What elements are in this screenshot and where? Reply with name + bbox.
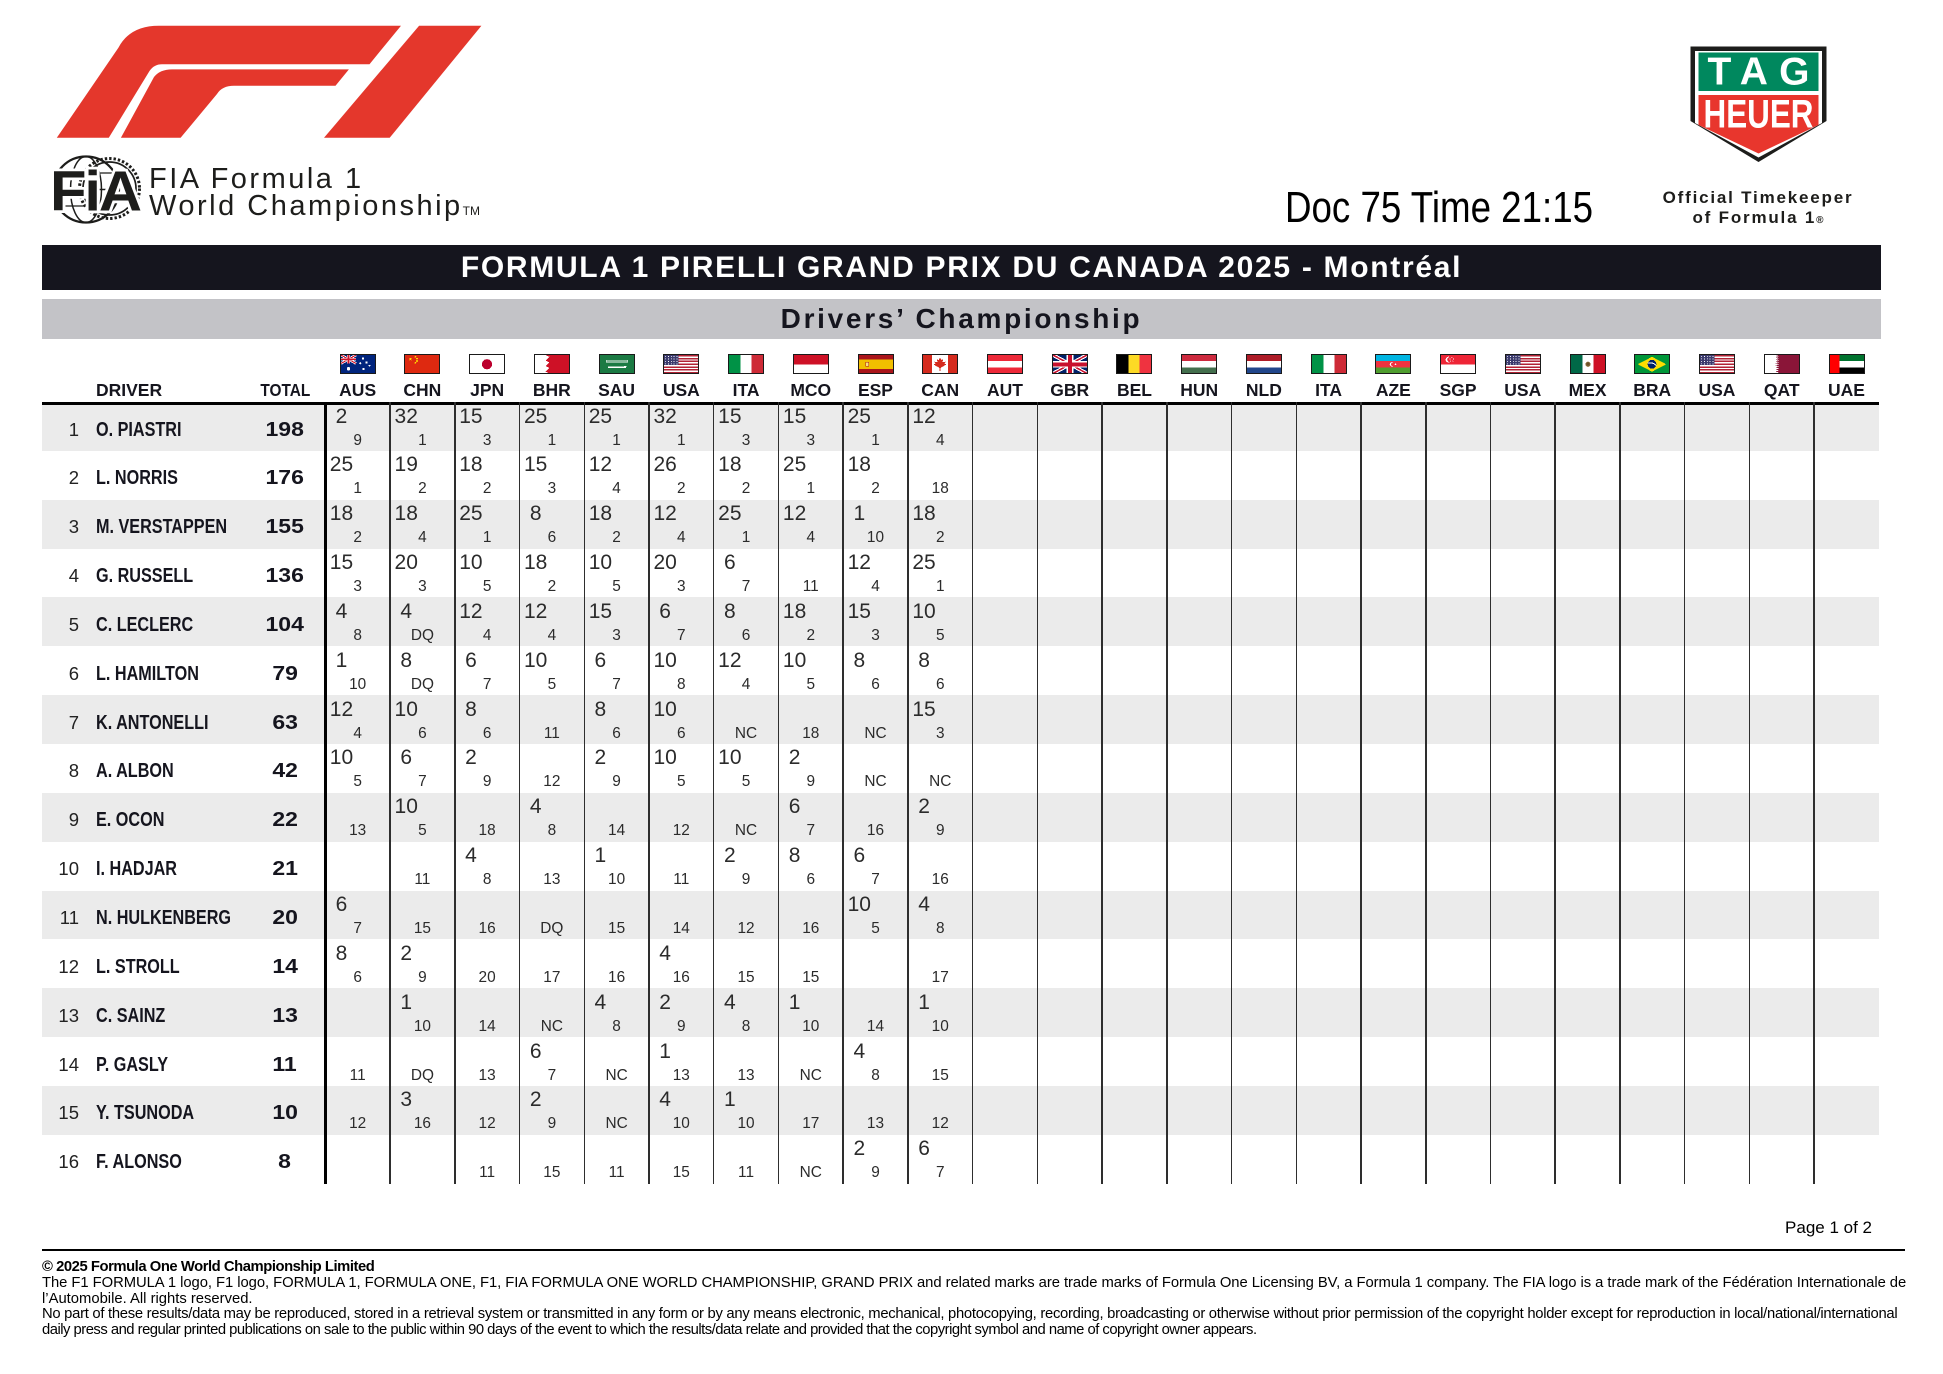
svg-text:HEUER: HEUER — [1704, 93, 1814, 137]
svg-text:FiA: FiA — [50, 160, 141, 224]
svg-text:TAG: TAG — [1708, 51, 1810, 94]
